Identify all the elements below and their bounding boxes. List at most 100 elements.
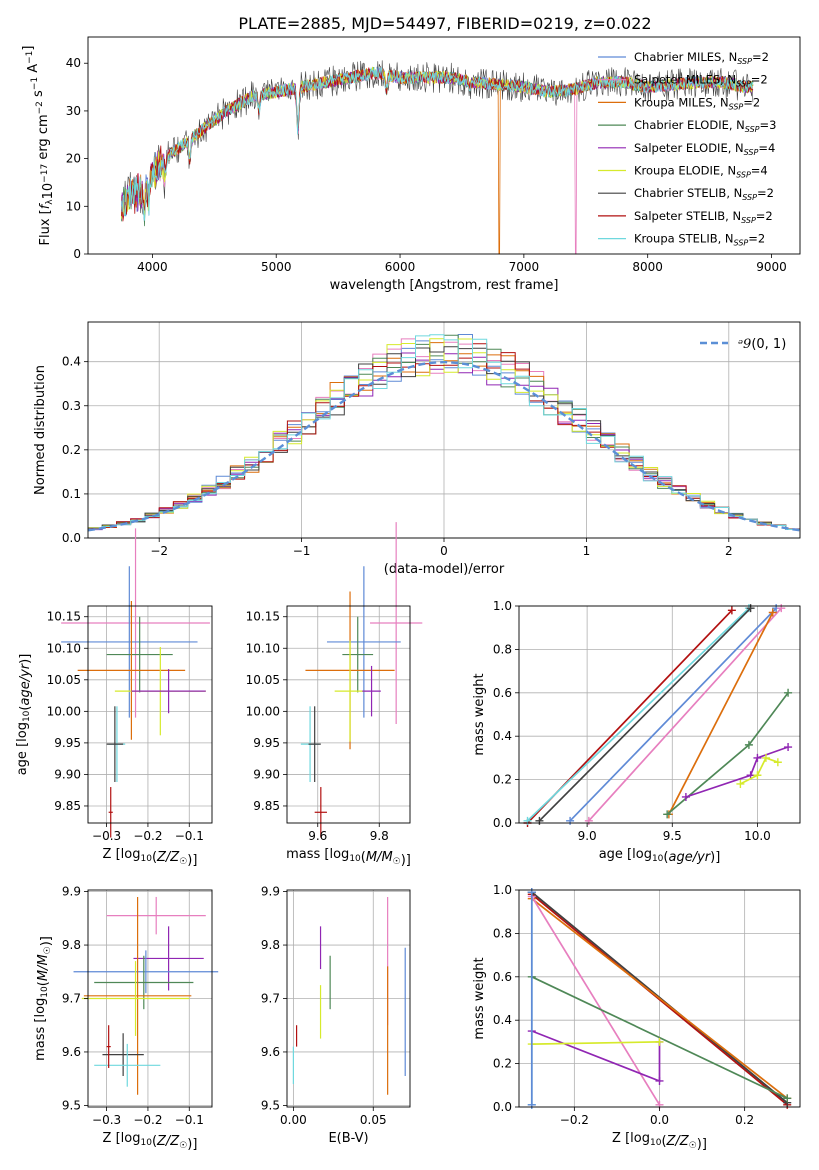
tick-label-y: 9.6 [62, 1045, 81, 1059]
plus-marker [663, 810, 672, 819]
tick-label-x: 10.0 [744, 829, 771, 843]
legend-label-chabrier-stelib: Chabrier STELIB, NSSP=2 [634, 186, 774, 202]
errorbar-salpeter-stelib [108, 787, 113, 838]
plus-marker [655, 1076, 664, 1085]
legend-label-salpeter-elodie: Salpeter ELODIE, NSSP=4 [634, 141, 775, 157]
plot-area-mass-vs-metallicity [73, 896, 219, 1095]
mass-vs-ebv-x-label: E(B-V) [328, 1131, 368, 1146]
errorbar-chabrier-miles [73, 950, 219, 994]
plus-marker [527, 1100, 536, 1109]
legend-label-kroupa-elodie: Kroupa ELODIE, NSSP=4 [634, 164, 768, 180]
errorbar-salpeter-elodie [131, 669, 206, 714]
tick-label-y: 9.90 [54, 767, 81, 781]
tick-label-y: 1.0 [493, 599, 512, 613]
tick-label-y: 9.95 [253, 736, 280, 750]
age-vs-metallicity-x-label: Z [log10(Z/Z☉)] [103, 847, 198, 868]
errorbar-salpeter-elodie [362, 665, 381, 717]
plot-area-spectrum [121, 60, 754, 255]
plus-marker [523, 816, 532, 825]
tick-label-y: 9.9 [62, 885, 81, 899]
panel-mass-vs-metallicity: −0.3 −0.2 −0.1 9.5 9.6 9.7 9.8 9.9 Z [log10(Z/Z☉… [33, 885, 219, 1152]
plus-marker [783, 1094, 792, 1103]
series-chabrier-elodie [663, 688, 793, 819]
series-kroupa-miles [664, 608, 777, 819]
tick-label-x: −0.2 [133, 1113, 162, 1127]
tick-label-x: 9.0 [578, 829, 597, 843]
tick-label-y: 0.3 [62, 399, 81, 413]
tick-label-y: 9.95 [54, 736, 81, 750]
tick-label-x: 0 [440, 544, 448, 558]
plus-marker [761, 753, 770, 762]
tick-label-y: 9.5 [62, 1098, 81, 1112]
series-chabrier-stelib [535, 604, 755, 825]
series-salpeter-miles [527, 892, 664, 1109]
plus-marker [584, 816, 593, 825]
tick-label-x: 2 [725, 544, 733, 558]
errorbar-salpeter-stelib [106, 1025, 111, 1068]
series-line [531, 896, 661, 1106]
panel-spectrum: 4000 5000 6000 7000 8000 9000 0 10 20 30 40 Chabrie… [21, 36, 801, 293]
errorbar-salpeter-stelib [314, 787, 327, 838]
axes-frame [87, 321, 801, 539]
plus-marker [527, 888, 536, 897]
tick-label-y: 9.7 [62, 992, 81, 1006]
series-kroupa-stelib [523, 604, 753, 825]
errorbar-kroupa-elodie [334, 640, 366, 742]
axes-frame [87, 36, 801, 255]
tick-label-x: −0.1 [175, 829, 204, 843]
spectrum-kroupa-stelib [121, 67, 754, 221]
axes-frame [87, 889, 213, 1108]
tick-label-x: 0.0 [650, 1113, 669, 1127]
tick-label-x: 0.2 [735, 1113, 754, 1127]
tick-label-x: 9.6 [308, 829, 327, 843]
plus-marker [744, 740, 753, 749]
mass-weight-vs-metallicity-x-label: Z [log10(Z/Z☉)] [612, 1131, 707, 1152]
tick-label-x: 9.8 [370, 829, 389, 843]
plus-marker [777, 604, 786, 613]
panel-residuals: −2 −1 0 1 2 0.0 0.1 0.2 0.3 0.4 ᵊ9(0, 1) (data-mode… [33, 321, 801, 577]
tick-label-x: −1 [293, 544, 311, 558]
mass-vs-metallicity-x-label: Z [log10(Z/Z☉)] [103, 1131, 198, 1152]
tick-label-y: 9.90 [253, 767, 280, 781]
series-line [531, 976, 788, 1100]
mass-weight-vs-age-y-label: mass weight [472, 673, 487, 755]
errorbar-salpeter-miles [370, 522, 423, 724]
series-salpeter-miles [584, 604, 786, 825]
normal-curve [87, 360, 801, 532]
legend-label-kroupa-stelib: Kroupa STELIB, NSSP=2 [634, 232, 765, 248]
age-vs-mass-x-label: mass [log10(M/M☉)] [286, 847, 411, 868]
errorbar-chabrier-elodie [106, 616, 173, 693]
tick-label-y: 9.85 [54, 799, 81, 813]
plus-marker [736, 779, 745, 788]
residual-x-label: (data-model)/error [384, 562, 505, 577]
tick-label-x: −2 [150, 544, 168, 558]
tick-label-y: 0.4 [493, 1013, 512, 1027]
residual-legend: ᵊ9(0, 1) [700, 337, 786, 352]
legend-label-chabrier-miles: Chabrier MILES, NSSP=2 [634, 50, 769, 66]
errorbar-chabrier-stelib [308, 706, 321, 782]
tick-label-y: 0.0 [493, 816, 512, 830]
plot-area-mass-weight-vs-age [523, 604, 793, 827]
tick-label-y: 0.6 [493, 686, 512, 700]
tick-label-y: 40 [66, 56, 81, 70]
tick-label-y: 9.6 [261, 1045, 280, 1059]
series-kroupa-elodie [527, 1037, 664, 1049]
tick-label-y: 10.10 [47, 641, 81, 655]
plus-marker [535, 816, 544, 825]
tick-label-x: −0.1 [175, 1113, 204, 1127]
mass-vs-metallicity-y-label: mass [log10(M/M☉)] [33, 936, 54, 1061]
panel-age-vs-mass: 9.6 9.8 9.85 9.90 9.95 10.00 10.05 10.10 10.15 ma… [246, 522, 423, 868]
plus-marker [681, 792, 690, 801]
plus-marker [753, 771, 762, 780]
axes-frame [286, 889, 411, 1108]
tick-label-y: 1.0 [493, 883, 512, 897]
tick-label-x: 9000 [756, 260, 787, 274]
tick-label-y: 10.10 [246, 641, 280, 655]
plus-marker [746, 604, 755, 613]
panel-mass-vs-ebv: 0.00 0.05 9.5 9.6 9.7 9.8 9.9 E(B-V) [261, 885, 411, 1146]
spectrum-y-label: Flux [fλ10−17 erg cm−2 s−1 A−1] [21, 46, 56, 246]
plot-area-mass-vs-ebv [292, 896, 406, 1095]
errorbar-chabrier-elodie [342, 616, 374, 693]
